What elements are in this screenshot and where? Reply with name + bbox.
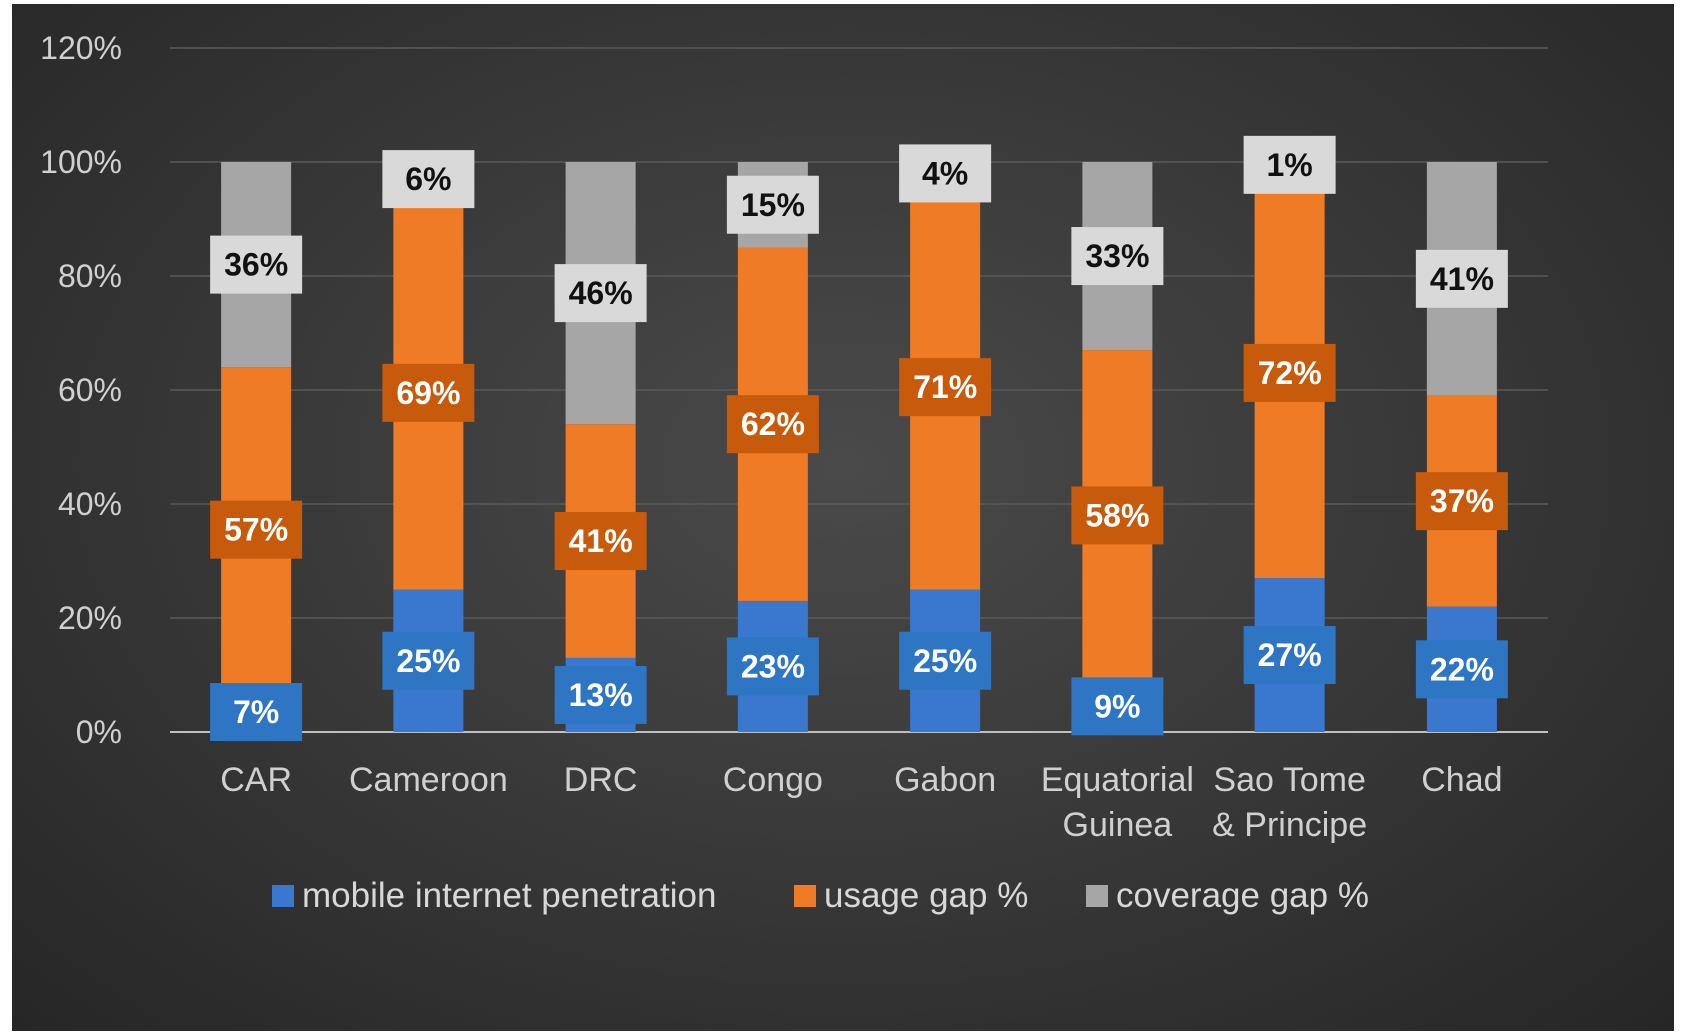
- data-label: 25%: [396, 643, 460, 679]
- x-category-label: Sao Tome: [1213, 761, 1365, 799]
- y-tick-label: 20%: [58, 600, 122, 636]
- data-label-box: [382, 150, 475, 209]
- data-label-box: [210, 500, 303, 559]
- x-category-label: Guinea: [1063, 806, 1173, 844]
- data-label: 36%: [224, 247, 288, 283]
- data-label-box: [554, 264, 647, 323]
- legend-swatch: [794, 885, 816, 907]
- data-label: 22%: [1430, 651, 1494, 687]
- data-label: 13%: [569, 677, 633, 713]
- data-label: 15%: [741, 187, 805, 223]
- data-label: 58%: [1085, 497, 1149, 533]
- data-label-box: [1243, 135, 1336, 194]
- data-label-box: [1071, 677, 1164, 736]
- data-label-box: [899, 631, 992, 690]
- data-label: 41%: [1430, 261, 1494, 297]
- data-label-box: [382, 631, 475, 690]
- data-label: 69%: [396, 375, 460, 411]
- data-label-box: [210, 235, 303, 294]
- x-category-label: Cameroon: [349, 761, 508, 799]
- x-category-label: Congo: [723, 761, 823, 799]
- data-label-box: [1243, 343, 1336, 402]
- legend-swatch: [1086, 885, 1108, 907]
- data-label-box: [554, 665, 647, 724]
- data-label-box: [1071, 227, 1164, 286]
- data-label-box: [1071, 486, 1164, 545]
- y-tick-label: 0%: [76, 714, 122, 750]
- data-label: 4%: [922, 155, 968, 191]
- data-label-box: [1243, 626, 1336, 685]
- data-label-box: [726, 395, 819, 454]
- data-label: 7%: [233, 694, 279, 730]
- legend-label: coverage gap %: [1116, 876, 1369, 915]
- data-label: 57%: [224, 512, 288, 548]
- x-category-label: Chad: [1421, 761, 1502, 799]
- data-label-box: [726, 175, 819, 234]
- data-label-box: [210, 683, 303, 742]
- data-label: 33%: [1085, 238, 1149, 274]
- data-label-box: [726, 637, 819, 696]
- data-label: 9%: [1094, 688, 1140, 724]
- x-category-label: & Principe: [1212, 806, 1367, 844]
- data-label: 27%: [1258, 637, 1322, 673]
- y-tick-label: 100%: [40, 144, 122, 180]
- legend-label: mobile internet penetration: [302, 876, 716, 915]
- chart-container: 0% 20% 40% 60% 80% 100% 120% CAR Cameroon DRC Cong…: [12, 4, 1674, 1031]
- y-tick-label: 80%: [58, 258, 122, 294]
- data-label: 62%: [741, 406, 805, 442]
- data-label-box: [899, 144, 992, 203]
- data-label-box: [554, 512, 647, 571]
- data-label-box: [899, 358, 992, 417]
- data-label: 1%: [1267, 147, 1313, 183]
- y-tick-label: 60%: [58, 372, 122, 408]
- legend-label: usage gap %: [824, 876, 1028, 915]
- data-label: 25%: [913, 643, 977, 679]
- x-category-label: CAR: [220, 761, 292, 799]
- x-category-label: DRC: [564, 761, 638, 799]
- data-label-box: [1415, 249, 1508, 308]
- data-label-box: [1415, 472, 1508, 531]
- data-label: 72%: [1258, 355, 1322, 391]
- y-tick-label: 120%: [40, 30, 122, 66]
- data-label: 41%: [569, 523, 633, 559]
- data-label: 71%: [913, 369, 977, 405]
- data-label: 6%: [405, 161, 451, 197]
- data-label: 46%: [569, 275, 633, 311]
- data-label-box: [1415, 640, 1508, 699]
- y-tick-label: 40%: [58, 486, 122, 522]
- x-category-label: Gabon: [894, 761, 996, 799]
- data-label: 37%: [1430, 483, 1494, 519]
- data-label-box: [382, 363, 475, 422]
- x-category-label: Equatorial: [1041, 761, 1194, 799]
- legend-swatch: [272, 885, 294, 907]
- data-label: 23%: [741, 648, 805, 684]
- stacked-bar-chart: 0% 20% 40% 60% 80% 100% 120% CAR Cameroon DRC Cong…: [40, 30, 1548, 915]
